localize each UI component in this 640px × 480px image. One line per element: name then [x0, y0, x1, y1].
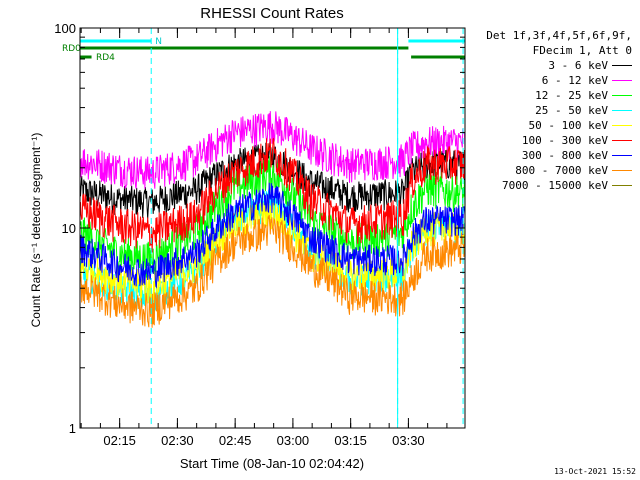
y-tick-label: 100 [54, 21, 76, 36]
x-tick-label: 02:15 [103, 433, 136, 448]
legend-entry-label: 50 - 100 keV [528, 119, 608, 132]
legend-entry-label: 800 - 7000 keV [515, 164, 608, 177]
y-tick-label: 10 [62, 221, 76, 236]
axes: 1 10 100 02:15 02:30 02:45 03:00 03:15 03:30 [54, 21, 466, 448]
legend-entry-label: 100 - 300 keV [521, 134, 608, 147]
series-line-6to12keV [79, 111, 466, 189]
series-line-12to25keV [79, 156, 466, 280]
legend-swatch [612, 170, 632, 171]
legend-swatch [612, 155, 632, 156]
legend: Det 1f,3f,4f,5f,6f,9f, FDecim 1, Att 0 3… [484, 28, 632, 193]
legend-entry-label: 6 - 12 keV [541, 74, 608, 87]
series-line-100to300keV [79, 137, 466, 253]
rd0-bar-label: RD0 [62, 44, 81, 54]
legend-entry-label: 3 - 6 keV [548, 59, 608, 72]
legend-swatch [612, 125, 632, 126]
legend-entry: 50 - 100 keV [484, 118, 632, 133]
x-axis-label: Start Time (08-Jan-10 02:04:42) [180, 456, 364, 471]
series-line-800to7000keV [79, 214, 466, 328]
legend-swatch [612, 185, 632, 186]
legend-entry: 12 - 25 keV [484, 88, 632, 103]
legend-entry: 7000 - 15000 keV [484, 178, 632, 193]
legend-swatch [612, 140, 632, 141]
legend-header-line-1: Det 1f,3f,4f,5f,6f,9f, [486, 29, 632, 42]
y-axis-label: Count Rate (s⁻¹ detector segment⁻¹) [29, 133, 43, 328]
legend-entry: 800 - 7000 keV [484, 163, 632, 178]
legend-swatch [612, 80, 632, 81]
legend-entry-label: 7000 - 15000 keV [502, 179, 608, 192]
legend-entry: 3 - 6 keV [484, 58, 632, 73]
series-lines [79, 111, 466, 328]
timestamp: 13-Oct-2021 15:52 [554, 467, 636, 476]
legend-entry: 6 - 12 keV [484, 73, 632, 88]
legend-entries: 3 - 6 keV 6 - 12 keV 12 - 25 keV 25 - 50 ke… [484, 58, 632, 193]
legend-entry: 300 - 800 keV [484, 148, 632, 163]
y-tick-label: 1 [69, 421, 76, 436]
status-bars: N RD0 RD4 [62, 37, 465, 63]
series-line-300to800keV [79, 182, 466, 289]
legend-entry-label: 25 - 50 keV [535, 104, 608, 117]
rd4-bar-label: RD4 [96, 53, 115, 63]
x-tick-label: 02:30 [161, 433, 194, 448]
legend-entry: 25 - 50 keV [484, 103, 632, 118]
legend-entry: 100 - 300 keV [484, 133, 632, 148]
legend-header-line-2: FDecim 1, Att 0 [532, 44, 632, 57]
chart-title: RHESSI Count Rates [200, 5, 343, 22]
night-bar-label: N [155, 37, 162, 47]
legend-entry-label: 300 - 800 keV [521, 149, 608, 162]
x-tick-label: 03:15 [334, 433, 367, 448]
legend-swatch [612, 110, 632, 111]
legend-swatch [612, 95, 632, 96]
x-tick-label: 02:45 [219, 433, 252, 448]
legend-entry-label: 12 - 25 keV [535, 89, 608, 102]
x-tick-label: 03:00 [277, 433, 310, 448]
legend-swatch [612, 65, 632, 66]
x-tick-label: 03:30 [392, 433, 425, 448]
